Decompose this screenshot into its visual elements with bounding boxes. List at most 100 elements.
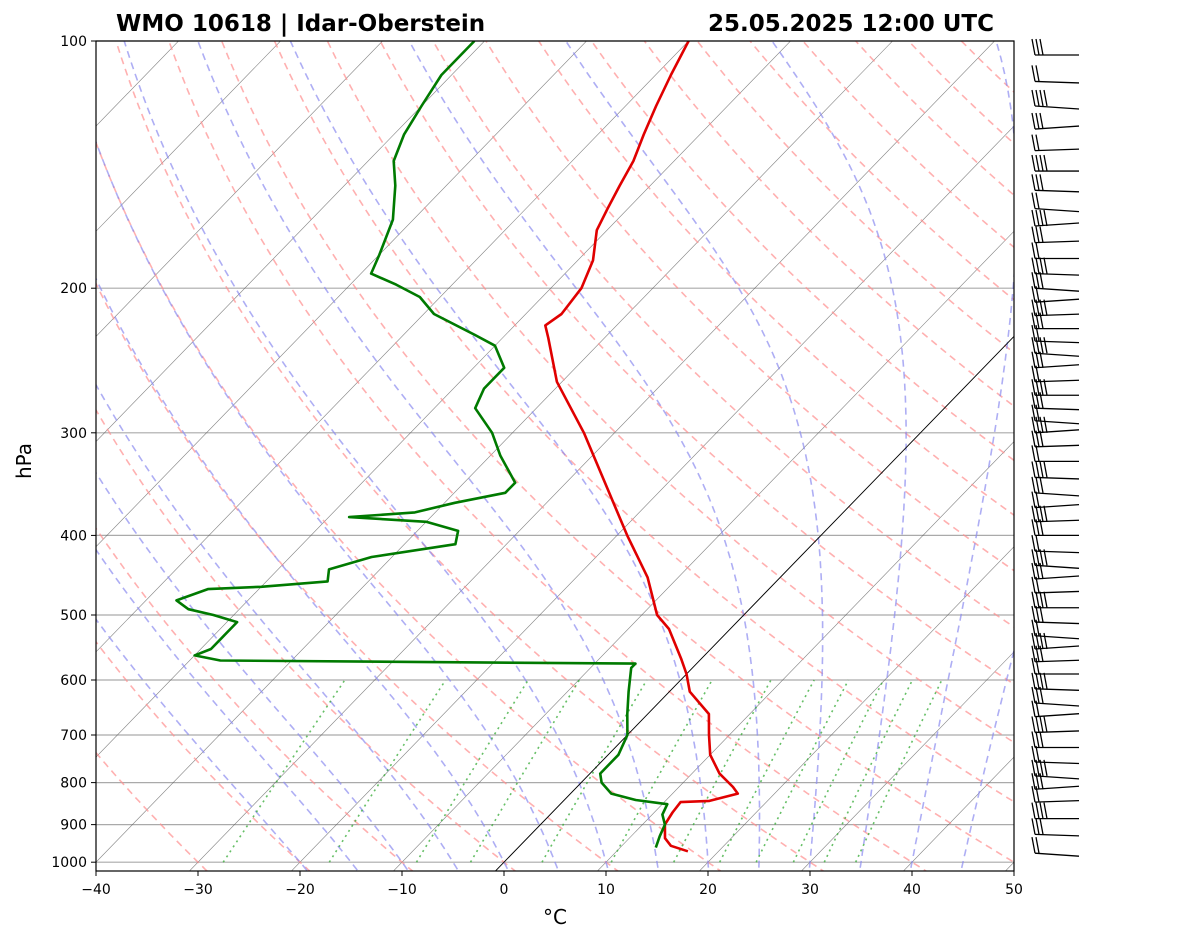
wind-barb-feather <box>1031 365 1036 382</box>
y-tick-label: 600 <box>60 673 87 689</box>
wind-barb-feather <box>1035 38 1040 56</box>
wind-barb-shaft <box>1034 492 1080 497</box>
wind-barb <box>1031 605 1080 625</box>
wind-barb-feather <box>1035 837 1040 854</box>
wind-barb-shaft <box>1034 444 1080 448</box>
x-axis-label: °C <box>543 905 567 929</box>
wind-barb-feather <box>1043 337 1048 354</box>
wind-barb-feather <box>1039 257 1044 274</box>
isotherm-line <box>291 125 1014 871</box>
wind-barb-feather <box>1043 299 1048 316</box>
wind-barb-shaft <box>1034 519 1080 523</box>
wind-barb-shaft <box>1034 420 1080 425</box>
wind-barb-feather <box>1035 430 1040 447</box>
wind-barb <box>1031 657 1079 675</box>
wind-barb-feather <box>1039 605 1044 623</box>
wind-barb <box>1031 416 1080 434</box>
wind-barb-feather <box>1031 445 1036 462</box>
wind-barb <box>1031 112 1080 130</box>
wind-barb <box>1031 445 1079 463</box>
wind-barb <box>1031 404 1080 425</box>
wind-barb <box>1031 65 1080 84</box>
moist-adiabat-line <box>96 276 510 871</box>
wind-barb-feather <box>1039 731 1044 748</box>
wind-barb-feather <box>1031 818 1036 835</box>
wind-barb-feather <box>1035 134 1040 151</box>
wind-barb <box>1031 365 1080 383</box>
wind-barb-feather <box>1031 299 1036 316</box>
wind-barb-feather <box>1031 404 1036 421</box>
wind-barb-feather <box>1043 632 1048 650</box>
moist-adiabat-line <box>289 41 710 871</box>
wind-barb-feather <box>1039 209 1044 227</box>
y-tick-label: 700 <box>60 728 87 744</box>
wind-barb-feather <box>1031 430 1036 447</box>
dry-adiabat-line <box>220 41 1014 864</box>
wind-barb-feather <box>1035 716 1040 733</box>
wind-barb <box>1031 209 1080 227</box>
wind-barb-feather <box>1039 351 1044 368</box>
dry-adiabat-line <box>1152 23 1181 880</box>
wind-barb-feather <box>1031 226 1036 243</box>
wind-barb-feather <box>1031 645 1036 662</box>
dry-adiabat-line <box>96 281 620 871</box>
wind-barb-feather <box>1031 89 1036 107</box>
wind-barb-feather <box>1043 672 1048 689</box>
dry-adiabat-line <box>379 41 1014 686</box>
wind-barb <box>1031 818 1080 837</box>
wind-barb <box>1031 154 1079 172</box>
wind-barb <box>1031 802 1079 820</box>
wind-barb-feather <box>1043 257 1048 274</box>
wind-barb-feather <box>1035 325 1040 342</box>
isotherm-line <box>1099 23 1181 880</box>
wind-barb-feather <box>1039 505 1044 522</box>
moist-adiabat-line <box>96 471 410 871</box>
wind-barb-feather <box>1035 404 1040 421</box>
wind-barb-feather <box>1035 476 1040 493</box>
wind-barb-feather <box>1035 731 1040 748</box>
dry-adiabat-line <box>168 41 928 871</box>
chart-title-station: WMO 10618 | Idar-Oberstein <box>116 11 485 37</box>
x-tick-label: −30 <box>183 882 213 898</box>
dry-adiabat-line <box>1100 23 1181 880</box>
mixing-ratio-line <box>610 679 713 863</box>
wind-barb-feather <box>1031 209 1036 227</box>
wind-barb-feather <box>1039 672 1044 689</box>
x-tick-label: −10 <box>387 882 417 898</box>
wind-barb-feather <box>1039 686 1044 704</box>
wind-barb-feather <box>1031 272 1036 289</box>
wind-barb-feather <box>1035 192 1040 209</box>
wind-barb-feather <box>1035 174 1040 191</box>
wind-barb-feather <box>1039 174 1044 191</box>
isotherm-line <box>96 41 485 442</box>
wind-barb-feather <box>1043 802 1048 819</box>
wind-barb-shaft <box>1034 550 1080 554</box>
x-tick-label: 0 <box>500 882 509 898</box>
plot-frame <box>95 40 1015 872</box>
wind-barb-feather <box>1043 416 1048 433</box>
wind-barb <box>1031 174 1080 193</box>
dry-adiabat-line <box>801 41 1014 249</box>
wind-barb <box>1031 325 1080 344</box>
wind-barb-feather <box>1031 491 1036 508</box>
wind-barb-feather <box>1031 461 1036 478</box>
y-tick-label: 500 <box>60 608 87 624</box>
wind-barb-feather <box>1031 379 1036 396</box>
wind-barb-feather <box>1031 632 1036 650</box>
dry-adiabat-line <box>96 640 311 871</box>
wind-barb-feather <box>1031 716 1036 733</box>
wind-barb-shaft <box>1034 125 1080 130</box>
wind-barb-shaft <box>1034 313 1080 317</box>
wind-barb-feather <box>1031 591 1036 608</box>
moist-adiabat-line <box>96 617 309 871</box>
y-tick-label: 200 <box>60 281 87 297</box>
wind-barb-feather <box>1031 112 1036 130</box>
wind-barb-shaft <box>1034 833 1080 837</box>
wind-barb-feather <box>1035 657 1040 675</box>
wind-barb-feather <box>1043 505 1048 522</box>
isotherm-line <box>96 41 587 548</box>
dry-adiabat-line <box>115 41 825 871</box>
wind-barb-feather <box>1031 731 1036 748</box>
wind-barb <box>1031 272 1080 292</box>
isotherm-line <box>393 230 1014 871</box>
